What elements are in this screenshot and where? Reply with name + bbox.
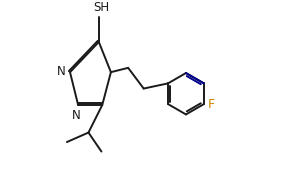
Text: N: N bbox=[72, 109, 81, 122]
Text: F: F bbox=[208, 98, 215, 111]
Text: SH: SH bbox=[93, 1, 110, 14]
Text: N: N bbox=[57, 65, 66, 78]
